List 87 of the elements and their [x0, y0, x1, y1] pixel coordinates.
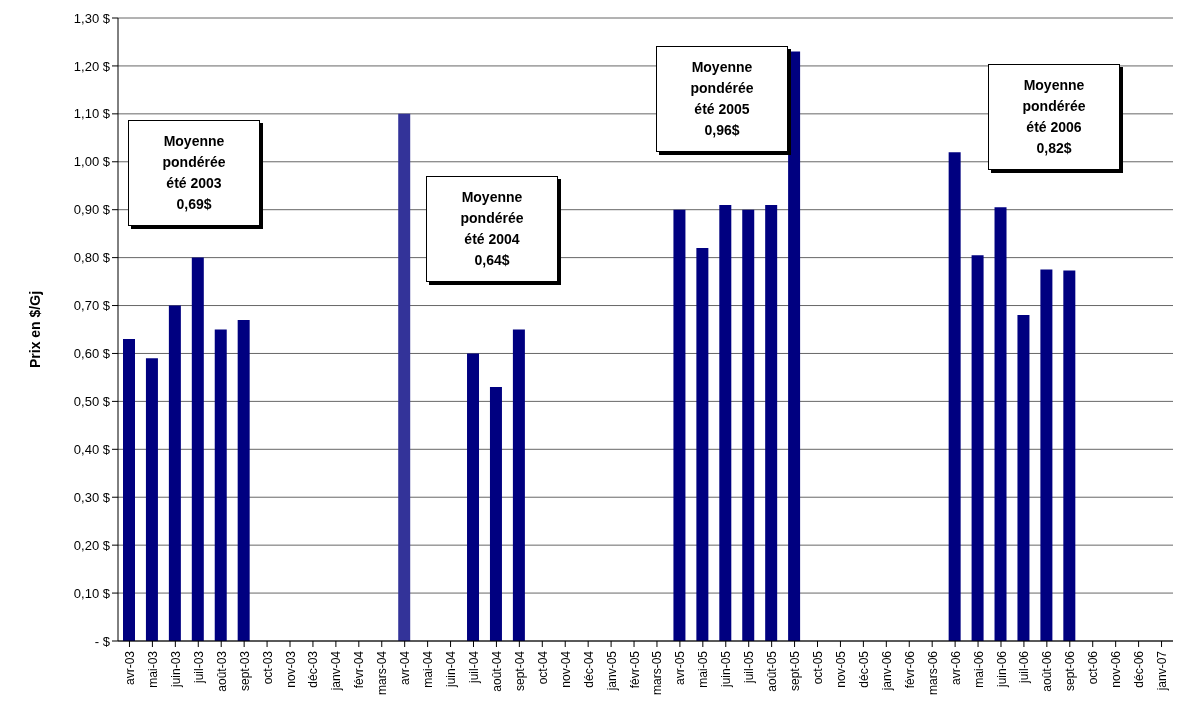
x-tick-label: déc-05 — [856, 650, 871, 688]
y-tick-label: 0,80 $ — [73, 250, 111, 266]
x-tick-label: sept-05 — [788, 650, 803, 692]
note-box: Moyenne pondérée été 2005 0,96$ — [656, 46, 788, 152]
bar — [145, 358, 158, 641]
x-tick-label: août-03 — [214, 650, 229, 692]
x-tick-label: nov-04 — [558, 650, 573, 688]
x-tick-label: juin-03 — [168, 650, 183, 689]
x-tick-label: févr-05 — [627, 650, 642, 689]
x-tick-label: mars-04 — [375, 650, 390, 696]
bar — [123, 339, 135, 641]
x-tick-label: juin-06 — [994, 650, 1009, 689]
x-tick-label: mars-06 — [925, 650, 940, 696]
bar — [237, 319, 250, 641]
y-tick-label: 1,30 $ — [73, 10, 111, 26]
x-tick-label: sept-06 — [1063, 650, 1078, 692]
bar — [512, 329, 525, 641]
x-tick-label: sept-03 — [237, 650, 252, 692]
bar — [1063, 270, 1076, 641]
y-tick-label: 0,50 $ — [73, 394, 111, 409]
x-tick-label: déc-06 — [1132, 650, 1147, 688]
bar — [398, 113, 411, 641]
y-tick-label: 0,70 $ — [73, 298, 111, 314]
y-tick-label: 0,90 $ — [73, 202, 111, 218]
bar — [994, 207, 1007, 641]
bar — [489, 387, 502, 641]
x-tick-label: oct-04 — [535, 650, 550, 685]
y-tick-label: 1,10 $ — [73, 106, 111, 122]
x-tick-label: janv-04 — [329, 650, 344, 692]
y-tick-label: 0,10 $ — [73, 585, 111, 601]
x-tick-label: mai-04 — [421, 650, 436, 688]
y-tick-label: 1,20 $ — [73, 58, 111, 74]
note-box: Moyenne pondérée été 2003 0,69$ — [128, 120, 260, 226]
bar — [214, 329, 227, 641]
bar — [971, 255, 984, 641]
x-tick-label: mai-06 — [971, 650, 986, 688]
x-tick-label: janv-06 — [879, 650, 894, 692]
x-tick-label: déc-04 — [581, 650, 596, 688]
x-tick-label: nov-03 — [283, 650, 298, 688]
x-tick-label: août-05 — [765, 650, 780, 692]
note-box: Moyenne pondérée été 2006 0,82$ — [988, 64, 1120, 170]
y-tick-label: 0,20 $ — [73, 537, 111, 553]
x-tick-label: juin-04 — [444, 650, 459, 689]
x-tick-label: nov-06 — [1109, 650, 1124, 688]
bar — [765, 204, 778, 641]
y-tick-label: 1,00 $ — [73, 154, 111, 170]
bar — [191, 257, 204, 641]
x-tick-label: janv-07 — [1155, 650, 1170, 692]
bar — [948, 152, 961, 641]
x-tick-label: oct-03 — [260, 650, 275, 685]
x-tick-label: févr-04 — [352, 650, 367, 689]
bar — [696, 248, 709, 641]
x-tick-label: juin-05 — [719, 650, 734, 689]
x-tick-label: sept-04 — [512, 650, 527, 692]
x-tick-label: janv-05 — [604, 650, 619, 692]
y-tick-label: - $ — [94, 633, 111, 649]
x-tick-label: août-06 — [1040, 650, 1055, 692]
x-tick-label: févr-06 — [902, 650, 917, 689]
x-tick-label: nov-05 — [833, 650, 848, 688]
x-tick-label: avr-05 — [673, 650, 688, 686]
bar — [467, 353, 480, 641]
bar — [1017, 315, 1030, 641]
x-tick-label: avr-04 — [398, 650, 413, 686]
x-tick-label: avr-03 — [122, 650, 137, 686]
bar — [719, 204, 732, 641]
x-tick-label: juil-03 — [191, 650, 206, 685]
x-tick-label: juil-06 — [1017, 650, 1032, 685]
bar — [168, 305, 181, 641]
note-box: Moyenne pondérée été 2004 0,64$ — [426, 176, 558, 282]
x-tick-label: août-04 — [489, 650, 504, 692]
y-tick-label: 0,60 $ — [73, 346, 111, 362]
x-tick-label: mars-05 — [650, 650, 665, 696]
x-tick-label: juil-04 — [467, 650, 482, 685]
y-tick-label: 0,40 $ — [73, 441, 111, 457]
x-tick-label: oct-05 — [811, 650, 826, 685]
y-axis-title: Prix en $/Gj — [26, 290, 43, 369]
x-tick-label: oct-06 — [1086, 650, 1101, 685]
bar — [1040, 269, 1053, 641]
x-tick-label: mai-05 — [696, 650, 711, 688]
x-tick-label: déc-03 — [306, 650, 321, 688]
bar — [788, 51, 801, 641]
x-tick-label: avr-06 — [948, 650, 963, 686]
y-tick-label: 0,30 $ — [73, 489, 111, 505]
bar — [673, 209, 686, 641]
x-tick-label: mai-03 — [145, 650, 160, 688]
bar — [742, 209, 755, 641]
x-tick-label: juil-05 — [742, 650, 757, 685]
